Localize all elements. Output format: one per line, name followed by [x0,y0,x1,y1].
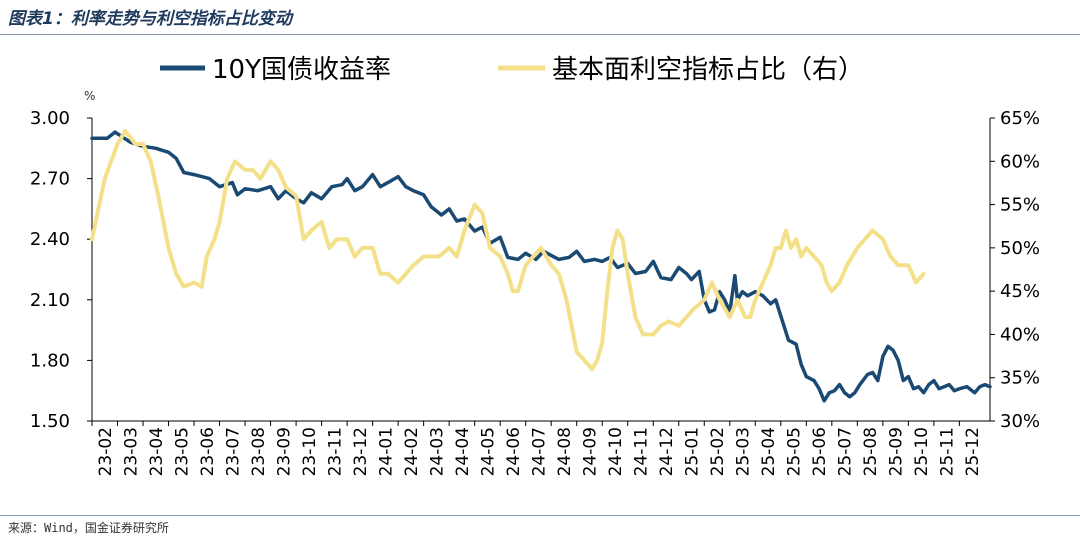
x-tick-label: 23-07 [223,427,243,476]
legend-label-ratio: 基本面利空指标占比（右） [552,55,864,85]
legend-label-yield: 10Y国债收益率 [212,55,391,85]
right-tick-label: 40% [1000,324,1040,345]
x-tick-label: 23-06 [198,427,218,476]
left-tick-label: 2.70 [30,169,70,190]
x-tick-label: 25-06 [810,427,830,476]
series-line-10y-yield [90,130,992,403]
x-tick-label: 24-07 [529,427,549,476]
x-tick-label: 24-08 [555,427,575,476]
x-tick-label: 25-05 [785,427,805,476]
series-line-bearish-ratio [90,129,926,372]
x-tick-label: 25-04 [759,427,779,476]
x-tick-label: 25-10 [912,427,932,476]
x-tick-label: 25-11 [938,427,958,476]
x-tick-label: 24-05 [478,427,498,476]
left-tick-label: 3.00 [30,108,70,129]
x-tick-label: 24-06 [504,427,524,476]
x-tick-label: 25-02 [708,427,728,476]
title-divider [0,34,1080,35]
right-tick-label: 35% [1000,368,1040,389]
x-tick-label: 24-04 [453,427,473,476]
x-tick-label: 25-03 [734,427,754,476]
x-tick-label: 24-02 [402,427,422,476]
x-tick-label: 25-07 [836,427,856,476]
left-axis-unit: % [84,89,95,103]
right-tick-label: 65% [1000,108,1040,129]
source-note: 来源：Wind，国金证券研究所 [8,521,169,535]
x-tick-label: 25-01 [683,427,703,476]
right-tick-label: 45% [1000,281,1040,302]
x-tick-label: 24-10 [606,427,626,476]
x-tick-label: 23-11 [325,427,345,476]
right-tick-label: 50% [1000,238,1040,259]
x-tick-label: 25-09 [887,427,907,476]
x-tick-label: 23-09 [274,427,294,476]
x-tick-label: 24-09 [580,427,600,476]
right-tick-label: 55% [1000,195,1040,216]
x-tick-label: 23-02 [96,427,116,476]
x-tick-label: 24-12 [657,427,677,476]
x-tick-label: 24-11 [631,427,651,476]
right-tick-label: 30% [1000,411,1040,432]
left-tick-label: 2.10 [30,290,70,311]
x-tick-label: 23-03 [121,427,141,476]
left-tick-label: 2.40 [30,229,70,250]
x-tick-label: 24-01 [376,427,396,476]
x-tick-label: 23-04 [147,427,167,476]
x-tick-label: 23-08 [249,427,269,476]
x-tick-label: 24-03 [427,427,447,476]
x-tick-label: 25-12 [963,427,983,476]
x-tick-label: 23-10 [300,427,320,476]
chart-title: 图表1：利率走势与利空指标占比变动 [8,9,292,29]
left-tick-label: 1.50 [30,411,70,432]
footer-divider [0,515,1080,516]
x-tick-label: 23-12 [351,427,371,476]
x-tick-label: 25-08 [861,427,881,476]
right-tick-label: 60% [1000,151,1040,172]
x-tick-label: 23-05 [172,427,192,476]
left-tick-label: 1.80 [30,350,70,371]
